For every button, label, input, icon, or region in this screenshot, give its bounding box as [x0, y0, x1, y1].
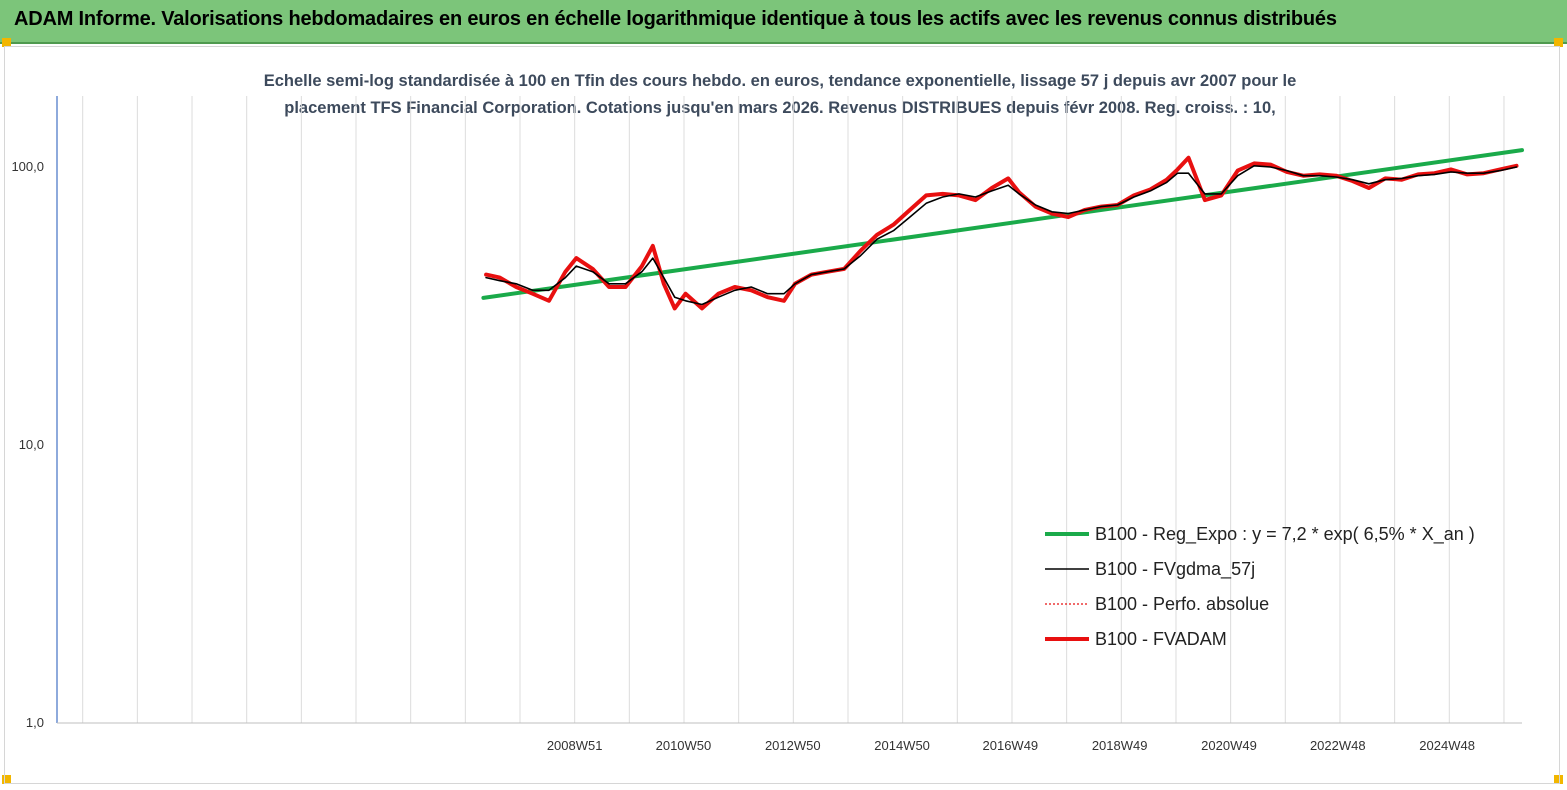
x-tick-label: 2024W48 — [1419, 738, 1475, 753]
corner-marker-bottom-left — [2, 775, 11, 784]
header-banner: ADAM Informe. Valorisations hebdomadaire… — [0, 0, 1567, 44]
chart-frame — [4, 46, 1560, 784]
x-tick-label: 2008W51 — [547, 738, 603, 753]
chart-subtitle: Echelle semi-log standardisée à 100 en T… — [180, 68, 1380, 122]
x-tick-label: 2018W49 — [1092, 738, 1148, 753]
corner-marker-top-right — [1554, 38, 1563, 47]
legend-entry-label: B100 - Reg_Expo : y = 7,2 * exp( 6,5% * … — [1095, 524, 1475, 545]
corner-marker-top-left — [2, 38, 11, 47]
chart-subtitle-line-1: Echelle semi-log standardisée à 100 en T… — [263, 72, 1297, 90]
x-tick-label: 2014W50 — [874, 738, 930, 753]
legend-entry-label: B100 - FVADAM — [1095, 629, 1227, 649]
chart-subtitle-line-2: placement TFS Financial Corporation. Cot… — [284, 99, 1276, 117]
x-tick-label: 2020W49 — [1201, 738, 1257, 753]
page-title: ADAM Informe. Valorisations hebdomadaire… — [14, 8, 1337, 30]
legend-entry-label: B100 - Perfo. absolue — [1095, 594, 1269, 614]
series-line-4 — [484, 155, 1519, 311]
x-tick-label: 2022W48 — [1310, 738, 1366, 753]
y-tick-label: 1,0 — [26, 715, 44, 730]
series-lines — [481, 148, 1524, 311]
x-tick-label: 2012W50 — [765, 738, 821, 753]
y-tick-label: 100,0 — [11, 159, 44, 174]
x-tick-label: 2016W49 — [983, 738, 1039, 753]
axes: 1,0 10,0 100,0 2008W51 2010W50 2012W50 2014W50… — [11, 96, 1522, 753]
series-line-2 — [485, 165, 1518, 306]
y-tick-label: 10,0 — [19, 437, 44, 452]
grid-lines — [82, 96, 1505, 723]
x-tick-label: 2010W50 — [656, 738, 712, 753]
series-line-1 — [481, 148, 1524, 300]
legend: B100 - Reg_Expo : y = 7,2 * exp( 6,5% * … — [1045, 524, 1475, 649]
legend-entry-label: B100 - FVgdma_57j — [1095, 559, 1255, 580]
series-line-3 — [485, 157, 1518, 309]
corner-marker-bottom-right — [1554, 775, 1563, 784]
